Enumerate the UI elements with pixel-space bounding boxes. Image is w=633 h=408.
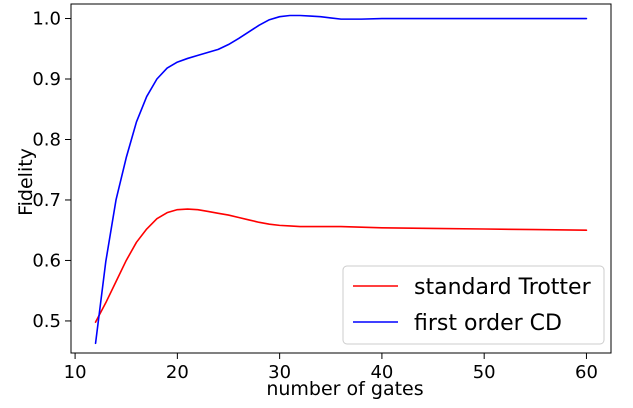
- x-tick-label: 30: [268, 362, 291, 383]
- x-axis-label: number of gates: [266, 378, 423, 400]
- legend-label-1: first order CD: [414, 311, 562, 336]
- y-tick-label: 0.6: [32, 250, 61, 271]
- x-tick-label: 20: [166, 362, 189, 383]
- y-tick-label: 0.5: [32, 311, 61, 332]
- y-axis: 0.5 0.6 0.7 0.8 0.9 1.0: [32, 9, 71, 332]
- series-line-1: [94, 14, 588, 345]
- y-axis-label: Fidelity: [15, 148, 37, 216]
- x-tick-label: 40: [370, 362, 393, 383]
- x-tick-label: 10: [64, 362, 87, 383]
- y-tick-label: 1.0: [32, 9, 61, 30]
- x-tick-label: 60: [575, 362, 598, 383]
- plot-frame: [70, 3, 612, 354]
- plot-area: [70, 3, 612, 354]
- y-tick-label: 0.8: [32, 129, 61, 150]
- legend: standard Trotter first order CD: [342, 265, 605, 345]
- x-axis: 10 20 30 40 50 60: [64, 353, 598, 383]
- legend-label-0: standard Trotter: [414, 275, 592, 300]
- x-tick-label: 50: [473, 362, 496, 383]
- legend-box: [342, 265, 605, 345]
- y-tick-label: 0.9: [32, 69, 61, 90]
- y-tick-label: 0.7: [32, 190, 61, 211]
- series-line-0: [94, 208, 588, 323]
